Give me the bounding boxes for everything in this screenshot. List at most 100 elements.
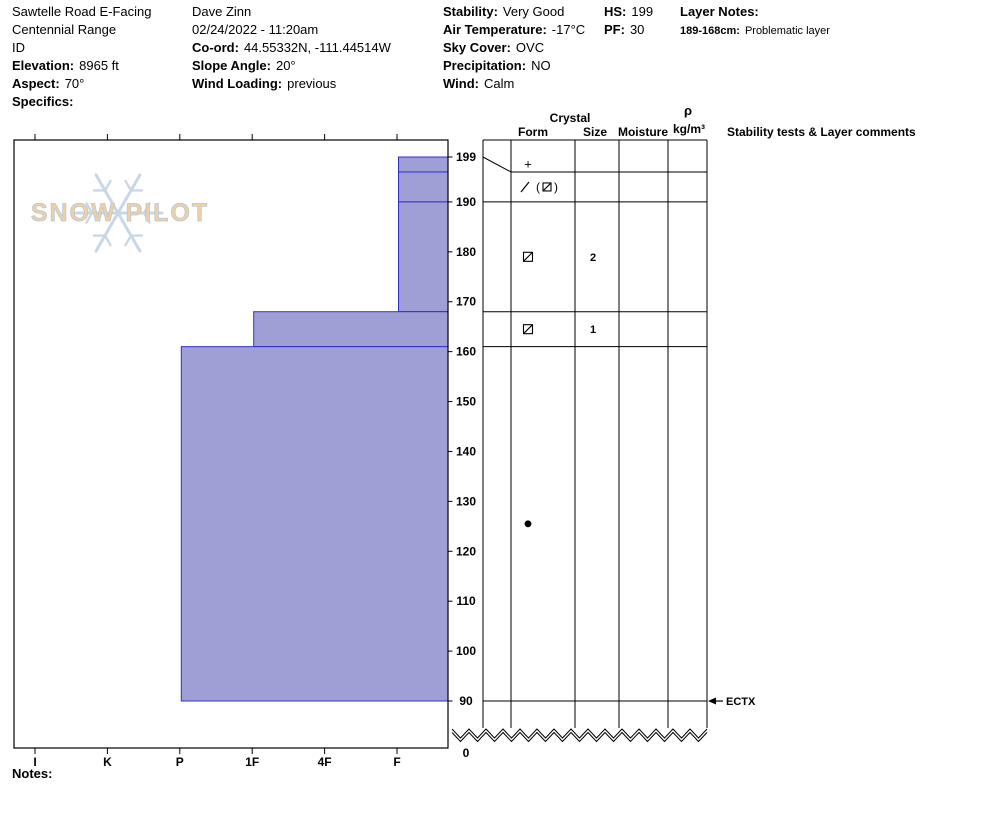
hardness-axis-label: K bbox=[103, 755, 112, 769]
grain-precip-particles-icon: + bbox=[524, 156, 532, 171]
precipitation-row: Precipitation: NO bbox=[443, 58, 551, 74]
depth-axis-label: 160 bbox=[456, 345, 476, 359]
coordinates-row: Co-ord: 44.55332N, -111.44514W bbox=[192, 40, 391, 56]
range-name: Centennial Range bbox=[12, 22, 117, 37]
state-name: ID bbox=[12, 40, 25, 55]
col-header-stability-tests: Stability tests & Layer comments bbox=[727, 125, 916, 139]
grain-size-value: 2 bbox=[590, 252, 596, 264]
grain-paren: ( bbox=[536, 180, 540, 194]
sky-cover-label: Sky Cover: bbox=[443, 40, 511, 55]
site-name: Sawtelle Road E-Facing bbox=[12, 4, 152, 19]
grain-paren: ) bbox=[554, 180, 558, 194]
wind-value: Calm bbox=[483, 76, 515, 91]
depth-axis-label: 140 bbox=[456, 444, 476, 458]
snow-layer-bar bbox=[398, 201, 449, 313]
air-temp-row: Air Temperature: -17°C bbox=[443, 22, 585, 38]
grain-facet-icon bbox=[523, 251, 533, 262]
grain-facet-icon bbox=[523, 324, 533, 335]
hardness-axis-label: I bbox=[33, 755, 36, 769]
slope-angle-value: 20° bbox=[275, 58, 296, 73]
watermark-text: SNOW PILOT bbox=[31, 199, 209, 227]
depth-break-zigzag bbox=[451, 731, 708, 743]
col-header-form: Form bbox=[518, 125, 548, 139]
stability-row: Stability: Very Good bbox=[443, 4, 564, 20]
stability-test-result: ECTX bbox=[726, 696, 756, 708]
wind-loading-row: Wind Loading: previous bbox=[192, 76, 336, 92]
snowflake-icon bbox=[94, 173, 142, 253]
snow-layer-bar bbox=[398, 171, 449, 203]
pf-label: PF: bbox=[604, 22, 625, 37]
elevation-row: Elevation: 8965 ft bbox=[12, 58, 119, 74]
depth-axis-label: 100 bbox=[456, 644, 476, 658]
layer-notes-title: Layer Notes: bbox=[680, 4, 759, 19]
air-temp-value: -17°C bbox=[551, 22, 586, 37]
observation-datetime: 02/24/2022 - 11:20am bbox=[192, 22, 319, 37]
observer-name: Dave Zinn bbox=[192, 4, 252, 19]
snowflake-icon bbox=[124, 234, 133, 247]
coordinates-value: 44.55332N, -111.44514W bbox=[243, 40, 391, 55]
col-header-crystal: Crystal bbox=[550, 111, 591, 125]
wind-label: Wind: bbox=[443, 76, 479, 91]
plot-frame bbox=[13, 139, 449, 749]
hardness-axis-label: 4F bbox=[318, 755, 332, 769]
hs-row: HS: 199 bbox=[604, 4, 653, 20]
layer-note-range: 189-168cm: bbox=[680, 25, 740, 37]
specifics-label: Specifics: bbox=[12, 94, 74, 109]
snow-surface-line bbox=[482, 156, 512, 173]
grain-decomposing-icon bbox=[520, 181, 530, 193]
snowflake-icon bbox=[103, 179, 112, 192]
aspect-label: Aspect: bbox=[12, 76, 60, 91]
elevation-value: 8965 ft bbox=[79, 58, 119, 73]
col-header-size: Size bbox=[583, 125, 607, 139]
col-header-density-unit: kg/m³ bbox=[673, 122, 705, 136]
slope-angle-row: Slope Angle: 20° bbox=[192, 58, 296, 74]
specifics-row: Specifics: bbox=[12, 94, 78, 110]
depth-axis-zero-label: 0 bbox=[463, 746, 470, 760]
layer-note-entry: 189-168cm: Problematic layer bbox=[680, 23, 830, 39]
air-temp-label: Air Temperature: bbox=[443, 22, 547, 37]
col-header-density: ρ bbox=[684, 103, 692, 118]
wind-row: Wind: Calm bbox=[443, 76, 514, 92]
hs-value: 199 bbox=[631, 4, 654, 19]
sky-cover-row: Sky Cover: OVC bbox=[443, 40, 544, 56]
precipitation-label: Precipitation: bbox=[443, 58, 527, 73]
coordinates-label: Co-ord: bbox=[192, 40, 239, 55]
snowflake-icon bbox=[142, 202, 151, 215]
hs-label: HS: bbox=[604, 4, 627, 19]
wind-loading-label: Wind Loading: bbox=[192, 76, 283, 91]
snowflake-icon bbox=[124, 179, 133, 192]
elevation-label: Elevation: bbox=[12, 58, 75, 73]
grain-facet-icon bbox=[522, 251, 534, 262]
snowflake-icon bbox=[103, 234, 112, 247]
col-header-moisture: Moisture bbox=[618, 125, 668, 139]
snow-layer-bar bbox=[180, 346, 449, 702]
grain-size-value: 1 bbox=[590, 324, 596, 336]
sky-cover-value: OVC bbox=[515, 40, 545, 55]
aspect-value: 70° bbox=[64, 76, 85, 91]
notes-label: Notes: bbox=[12, 766, 53, 781]
grain-facet-icon bbox=[542, 182, 552, 192]
hardness-axis-label: P bbox=[176, 755, 184, 769]
snow-layer-bar bbox=[398, 156, 449, 173]
wind-loading-value: previous bbox=[287, 76, 337, 91]
depth-axis-label: 120 bbox=[456, 544, 476, 558]
grain-round-icon bbox=[524, 520, 532, 528]
depth-axis-label: 130 bbox=[456, 494, 476, 508]
depth-axis-label: 190 bbox=[456, 195, 476, 209]
grain-facet-icon bbox=[542, 182, 552, 192]
precipitation-value: NO bbox=[531, 58, 551, 73]
grain-facet-icon bbox=[522, 324, 534, 335]
pf-row: PF: 30 bbox=[604, 22, 644, 38]
stability-label: Stability: bbox=[443, 4, 498, 19]
aspect-row: Aspect: 70° bbox=[12, 76, 84, 92]
hardness-axis-label: F bbox=[393, 755, 400, 769]
depth-axis-label: 170 bbox=[456, 295, 476, 309]
stability-value: Very Good bbox=[502, 4, 565, 19]
depth-axis-label: 199 bbox=[456, 150, 476, 164]
depth-axis-label: 90 bbox=[459, 694, 473, 708]
slope-angle-label: Slope Angle: bbox=[192, 58, 271, 73]
hardness-axis-label: 1F bbox=[245, 755, 259, 769]
snowflake-icon bbox=[85, 211, 94, 224]
